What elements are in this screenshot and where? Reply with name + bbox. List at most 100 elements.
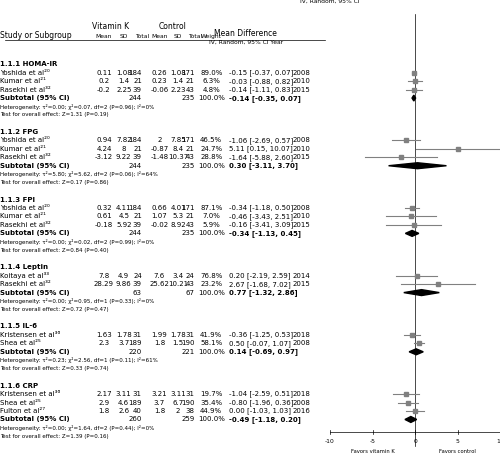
Text: 2: 2 <box>157 137 162 144</box>
Text: 184: 184 <box>128 137 142 144</box>
Text: 8: 8 <box>122 146 126 152</box>
Text: 2014: 2014 <box>292 272 310 279</box>
Polygon shape <box>388 163 446 169</box>
Text: 1.4: 1.4 <box>118 78 130 84</box>
Text: 35.4%: 35.4% <box>200 400 222 406</box>
Text: 2008: 2008 <box>292 137 310 144</box>
Text: 2015: 2015 <box>292 87 310 92</box>
Text: -0.16 [-3.41, 3.09]: -0.16 [-3.41, 3.09] <box>230 221 294 228</box>
Text: Rasekhi et al³²: Rasekhi et al³² <box>0 154 51 160</box>
Text: 4.6: 4.6 <box>118 400 130 406</box>
Text: 1.78: 1.78 <box>116 332 132 338</box>
Text: 1.1.4 Leptin: 1.1.4 Leptin <box>0 264 48 270</box>
Text: Yoshida et al²⁰: Yoshida et al²⁰ <box>0 70 50 76</box>
Text: 2018: 2018 <box>292 332 310 338</box>
Text: 2.67 [-1.68, 7.02]: 2.67 [-1.68, 7.02] <box>230 281 291 287</box>
Text: -0.14 [-1.11, 0.83]: -0.14 [-1.11, 0.83] <box>230 86 294 93</box>
Text: -0.2: -0.2 <box>97 87 111 92</box>
Text: Test for overall effect: Z=0.84 (P=0.40): Test for overall effect: Z=0.84 (P=0.40) <box>0 248 108 253</box>
Text: Subtotal (95% CI): Subtotal (95% CI) <box>0 349 70 355</box>
Text: 76.8%: 76.8% <box>200 272 222 279</box>
Text: 21: 21 <box>133 146 142 152</box>
Text: Vitamin K: Vitamin K <box>92 23 129 31</box>
Text: Mean: Mean <box>96 33 112 38</box>
Text: 5.3: 5.3 <box>172 213 184 219</box>
Text: 221: 221 <box>182 349 194 355</box>
Text: 23.2%: 23.2% <box>200 281 222 287</box>
Text: Yoshida et al²⁰: Yoshida et al²⁰ <box>0 205 50 211</box>
Text: 31: 31 <box>133 332 142 338</box>
Text: -0.80 [-1.96, 0.36]: -0.80 [-1.96, 0.36] <box>230 399 294 406</box>
Text: 2.9: 2.9 <box>98 400 110 406</box>
Text: 7.85: 7.85 <box>170 137 186 144</box>
Text: Total: Total <box>135 33 149 38</box>
Text: 43: 43 <box>186 154 194 160</box>
Text: 1.08: 1.08 <box>116 70 132 76</box>
Text: -1.06 [-2.69, 0.57]: -1.06 [-2.69, 0.57] <box>230 137 294 144</box>
Text: 4.11: 4.11 <box>116 205 132 211</box>
Text: 7.82: 7.82 <box>116 137 132 144</box>
Text: 21: 21 <box>133 78 142 84</box>
Text: 2010: 2010 <box>292 213 310 219</box>
Text: 4.9: 4.9 <box>118 272 130 279</box>
Text: 6.7: 6.7 <box>172 400 184 406</box>
Text: 190: 190 <box>181 400 194 406</box>
Text: 10: 10 <box>496 439 500 444</box>
Text: 31: 31 <box>186 391 194 397</box>
Text: 184: 184 <box>128 70 142 76</box>
Text: 0.30 [-3.11, 3.70]: 0.30 [-3.11, 3.70] <box>230 162 298 169</box>
Text: 0: 0 <box>413 439 417 444</box>
Text: 19.7%: 19.7% <box>200 391 222 397</box>
Text: 39: 39 <box>133 87 142 92</box>
Text: IV, Random, 95% CI Year: IV, Random, 95% CI Year <box>209 39 283 44</box>
Text: 1.4: 1.4 <box>172 78 184 84</box>
Text: 1.1.1 HOMA-IR: 1.1.1 HOMA-IR <box>0 61 58 67</box>
Text: Kumar et al²¹: Kumar et al²¹ <box>0 213 46 219</box>
Text: 7.6: 7.6 <box>154 272 165 279</box>
Text: 2.6: 2.6 <box>118 408 130 414</box>
Text: 3.7: 3.7 <box>118 340 130 346</box>
Text: Favors vitamin K: Favors vitamin K <box>350 449 395 454</box>
Text: 4.01: 4.01 <box>170 205 186 211</box>
Text: 21: 21 <box>186 78 194 84</box>
Text: Subtotal (95% CI): Subtotal (95% CI) <box>0 163 70 169</box>
Text: -0.02: -0.02 <box>150 222 168 228</box>
Text: Test for overall effect: Z=1.31 (P=0.19): Test for overall effect: Z=1.31 (P=0.19) <box>0 113 108 117</box>
Text: 1.8: 1.8 <box>154 408 165 414</box>
Text: 10.21: 10.21 <box>168 281 188 287</box>
Text: 5.92: 5.92 <box>116 222 132 228</box>
Text: Weight: Weight <box>200 33 222 38</box>
Text: Fulton et al²⁷: Fulton et al²⁷ <box>0 408 45 414</box>
Text: Test for overall effect: Z=0.72 (P=0.47): Test for overall effect: Z=0.72 (P=0.47) <box>0 307 108 312</box>
Text: Yoshida et al²⁰: Yoshida et al²⁰ <box>0 137 50 144</box>
Text: 0.50 [-0.07, 1.07]: 0.50 [-0.07, 1.07] <box>230 340 291 347</box>
Text: 2008: 2008 <box>292 70 310 76</box>
Text: 8.92: 8.92 <box>170 222 186 228</box>
Text: 235: 235 <box>182 95 194 101</box>
Text: 0.00 [-1.03, 1.03]: 0.00 [-1.03, 1.03] <box>230 408 292 415</box>
Text: Koitaya et al³³: Koitaya et al³³ <box>0 272 49 279</box>
Text: 1.8: 1.8 <box>154 340 165 346</box>
Polygon shape <box>406 230 419 236</box>
Text: IV, Random, 95% CI: IV, Random, 95% CI <box>300 0 360 4</box>
Text: 189: 189 <box>128 400 142 406</box>
Polygon shape <box>404 290 440 295</box>
Text: 58.1%: 58.1% <box>200 340 222 346</box>
Text: Subtotal (95% CI): Subtotal (95% CI) <box>0 289 70 295</box>
Text: 2008: 2008 <box>292 400 310 406</box>
Text: 3.21: 3.21 <box>152 391 167 397</box>
Text: 2015: 2015 <box>292 281 310 287</box>
Text: Favors control: Favors control <box>439 449 476 454</box>
Text: 63: 63 <box>133 289 142 295</box>
Text: 0.32: 0.32 <box>96 205 112 211</box>
Text: 10.37: 10.37 <box>168 154 188 160</box>
Text: -1.04 [-2.59, 0.51]: -1.04 [-2.59, 0.51] <box>230 391 294 397</box>
Text: Subtotal (95% CI): Subtotal (95% CI) <box>0 95 70 101</box>
Text: 3.7: 3.7 <box>154 400 165 406</box>
Text: 2015: 2015 <box>292 154 310 160</box>
Text: -1.64 [-5.88, 2.60]: -1.64 [-5.88, 2.60] <box>230 154 294 161</box>
Text: Shea et al²⁵: Shea et al²⁵ <box>0 400 41 406</box>
Text: 1.07: 1.07 <box>152 213 168 219</box>
Text: 100.0%: 100.0% <box>198 416 224 423</box>
Text: 9.86: 9.86 <box>116 281 132 287</box>
